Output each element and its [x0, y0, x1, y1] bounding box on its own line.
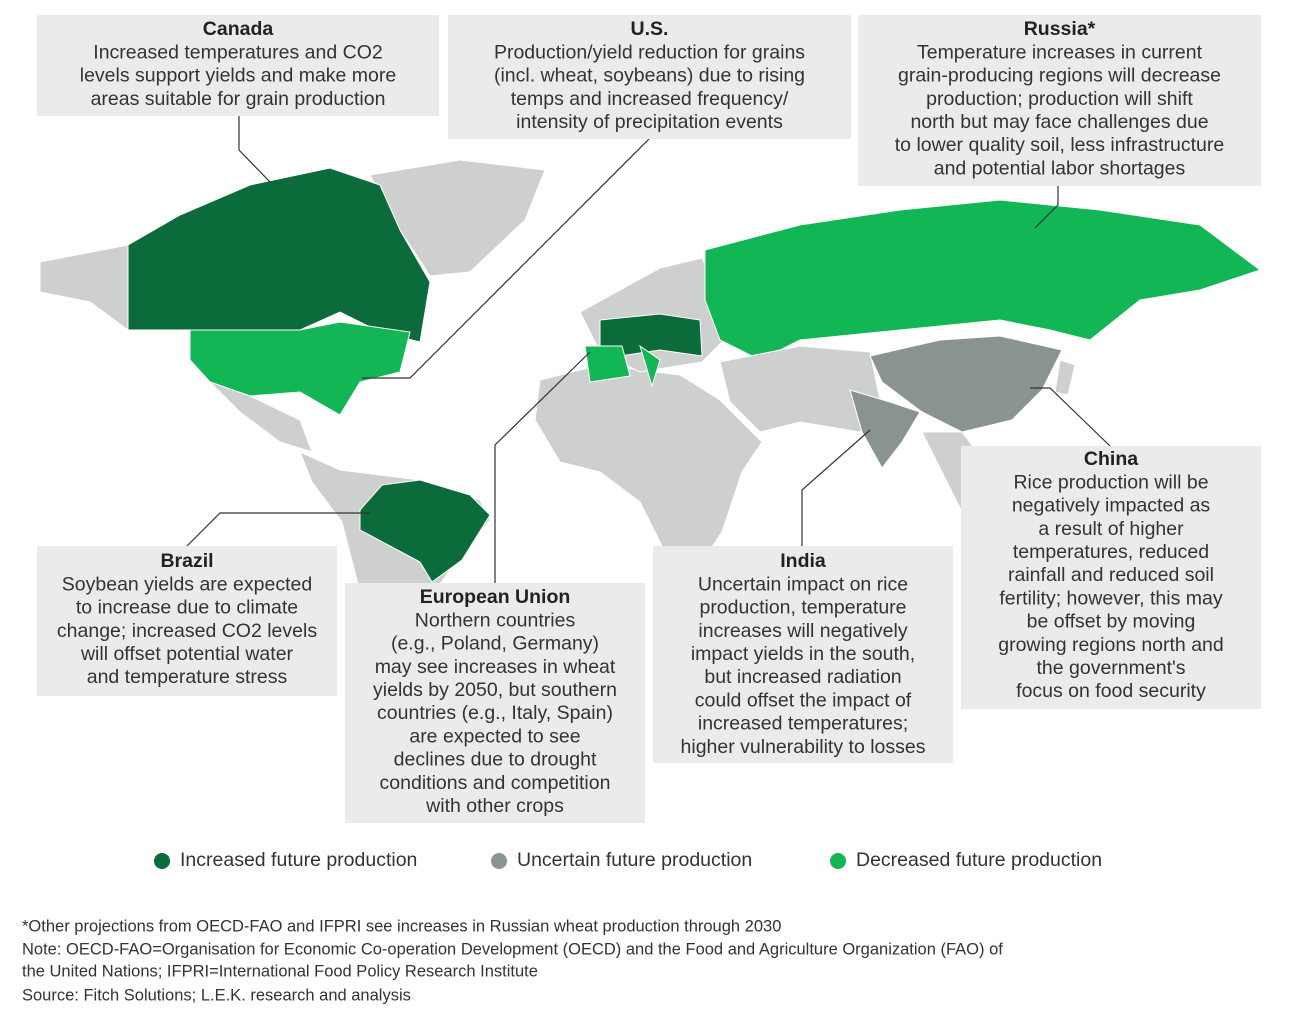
callout-line: grain-producing regions will decrease [898, 65, 1221, 87]
callout-line: production, temperature [699, 597, 906, 619]
callout-line: countries (e.g., Italy, Spain) [377, 702, 613, 724]
connectors [186, 115, 1111, 583]
callout: Russia*Temperature increases in currentg… [858, 15, 1261, 186]
legend-swatch [491, 853, 507, 869]
callout-title: Brazil [160, 550, 213, 572]
callout-line: but increased radiation [704, 666, 901, 688]
russia [704, 199, 1262, 361]
callout-line: levels support yields and make more [80, 65, 397, 87]
callout-line: fertility; however, this may [999, 587, 1222, 609]
callout-line: may see increases in wheat [375, 656, 616, 678]
callout-line: temps and increased frequency/ [511, 88, 789, 110]
callout-box [961, 446, 1261, 709]
callout-box [653, 546, 953, 763]
callout-line: conditions and competition [380, 772, 611, 794]
callout-box [448, 15, 851, 139]
connector [1034, 185, 1059, 229]
callout: U.S.Production/yield reduction for grain… [448, 15, 851, 139]
callout-title: China [1084, 448, 1138, 470]
callout-line: to increase due to climate [76, 597, 298, 619]
footnote: *Other projections from OECD-FAO and IFP… [22, 917, 781, 935]
italy [639, 344, 661, 388]
connector [238, 115, 271, 183]
callout-line: a result of higher [1038, 518, 1184, 540]
callout-line: the government's [1037, 657, 1186, 679]
connector [494, 351, 591, 583]
legend-swatch [154, 853, 170, 869]
china [869, 335, 1063, 433]
callout-title: India [780, 550, 826, 572]
legend-label: Decreased future production [856, 849, 1102, 871]
callout-box [858, 15, 1261, 186]
footnote: Source: Fitch Solutions; L.E.K. research… [22, 986, 411, 1004]
callout-line: and potential labor shortages [934, 157, 1186, 179]
callout-line: increased temperatures; [698, 713, 908, 735]
callout-line: are expected to see [409, 725, 580, 747]
middle-east [719, 345, 881, 433]
callout-line: Rice production will be [1013, 471, 1208, 493]
callout-line: Increased temperatures and CO2 [93, 41, 382, 63]
footnote: the United Nations; IFPRI=International … [22, 962, 538, 980]
callout-line: yields by 2050, but southern [373, 679, 617, 701]
callout-line: intensity of precipitation events [516, 111, 783, 133]
callout-line: areas suitable for grain production [91, 88, 386, 110]
callout-line: impact yields in the south, [691, 643, 915, 665]
callout-line: Temperature increases in current [917, 41, 1203, 63]
callout-title: European Union [420, 586, 571, 608]
japan [1054, 359, 1076, 396]
alaska [39, 244, 129, 331]
connector [362, 137, 651, 379]
connector [1030, 387, 1111, 447]
callout-line: to lower quality soil, less infrastructu… [895, 134, 1224, 156]
callout-title: U.S. [631, 18, 669, 40]
callout-line: Uncertain impact on rice [698, 573, 908, 595]
legend-label: Uncertain future production [517, 849, 752, 871]
footnotes: *Other projections from OECD-FAO and IFP… [22, 917, 1003, 1004]
callout-line: production; production will shift [926, 88, 1193, 110]
callout-box [37, 546, 337, 696]
mexico [209, 381, 313, 453]
india [849, 389, 921, 469]
united-states [189, 321, 411, 416]
callout-line: Production/yield reduction for grains [494, 41, 805, 63]
legend-label: Increased future production [180, 849, 417, 871]
callout-line: (e.g., Poland, Germany) [391, 633, 599, 655]
legend: Increased future production Uncertain fut… [154, 849, 1102, 871]
callout-line: focus on food security [1016, 680, 1206, 702]
callout-line: declines due to drought [394, 749, 597, 771]
callout-title: Russia* [1024, 18, 1096, 40]
callout-line: and temperature stress [87, 666, 288, 688]
callout-line: rainfall and reduced soil [1008, 564, 1214, 586]
callout-line: increases will negatively [698, 620, 907, 642]
callout-line: temperatures, reduced [1013, 541, 1209, 563]
callout-line: be offset by moving [1027, 611, 1196, 633]
callout-line: growing regions north and [998, 634, 1223, 656]
callout-title: Canada [203, 18, 274, 40]
connector [801, 429, 871, 546]
callout-line: Northern countries [415, 609, 576, 631]
footnote: Note: OECD-FAO=Organisation for Economic… [22, 940, 1003, 958]
callout-line: with other crops [425, 795, 564, 817]
callout-line: north but may face challenges due [910, 111, 1208, 133]
callout-line: negatively impacted as [1012, 495, 1211, 517]
connector [186, 512, 370, 547]
callout-box [345, 583, 645, 823]
legend-swatch [830, 853, 846, 869]
callout-line: change; increased CO2 levels [57, 620, 317, 642]
spain [584, 345, 631, 383]
callout-line: Soybean yields are expected [62, 573, 312, 595]
callout-line: (incl. wheat, soybeans) due to rising [494, 65, 805, 87]
callout-line: could offset the impact of [695, 689, 912, 711]
callout-box [37, 15, 439, 116]
brazil [359, 479, 491, 583]
callout-line: higher vulnerability to losses [681, 736, 926, 758]
callout-line: will offset potential water [80, 643, 294, 665]
